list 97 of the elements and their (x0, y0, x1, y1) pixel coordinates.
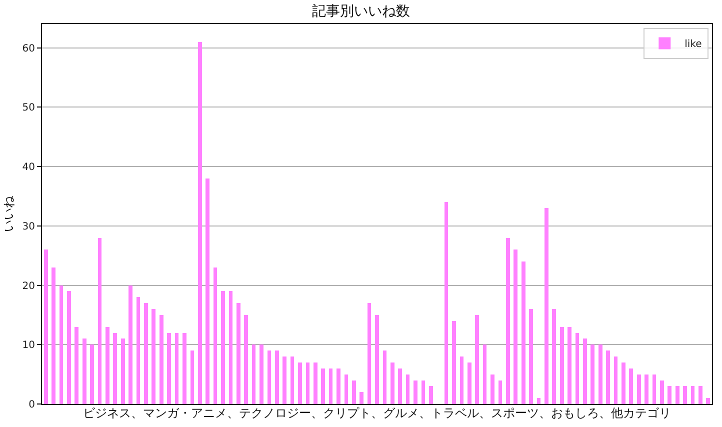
bar (74, 326, 79, 404)
bar (360, 392, 364, 404)
bar (106, 326, 110, 404)
bar (382, 350, 387, 404)
bar (82, 338, 86, 404)
bar (321, 368, 326, 404)
bar (506, 238, 510, 404)
bar (144, 303, 148, 404)
bar (344, 374, 348, 404)
bar (182, 332, 186, 404)
bar (598, 344, 602, 404)
bar (428, 386, 433, 404)
bar (606, 350, 610, 404)
bar (252, 344, 256, 404)
bar (544, 208, 548, 404)
bar (482, 344, 487, 404)
bar (120, 338, 125, 404)
bar (128, 285, 132, 404)
bar (352, 380, 356, 404)
y-tick-label: 30 (22, 221, 35, 232)
bar (221, 291, 225, 404)
bar (529, 309, 533, 404)
bar (467, 362, 472, 404)
bar (622, 362, 626, 404)
bar (67, 291, 71, 404)
bar (90, 344, 94, 404)
bar (306, 362, 310, 404)
bar (560, 326, 564, 404)
bar (206, 178, 210, 404)
bar (452, 320, 456, 404)
bar (706, 398, 710, 404)
bar (159, 314, 164, 404)
chart-title: 記事別いいね数 (312, 4, 410, 20)
y-tick-label: 60 (22, 43, 35, 54)
bar (390, 362, 394, 404)
bar (652, 374, 656, 404)
y-tick-label: 20 (22, 280, 35, 292)
bar (336, 368, 340, 404)
bar (282, 356, 287, 404)
bar (274, 350, 279, 404)
y-tick-label: 0 (28, 400, 35, 410)
bar (444, 202, 448, 404)
bar (406, 374, 410, 404)
bar (298, 362, 302, 404)
bar (367, 303, 372, 404)
bar (213, 267, 218, 404)
bar (167, 332, 171, 404)
bar (614, 356, 618, 404)
bar (590, 344, 595, 404)
bar (375, 314, 379, 404)
x-axis-title: ビジネス、マンガ・アニメ、テクノロジー、クリプト、グルメ、トラベル、スポーツ、おもしろ、他カテゴリ (83, 406, 671, 420)
bar (552, 309, 556, 404)
bar (244, 314, 248, 404)
bar (490, 374, 494, 404)
bar (152, 309, 156, 404)
bar (660, 380, 664, 404)
bar (568, 326, 572, 404)
bar (414, 380, 418, 404)
bar (683, 386, 687, 404)
bar (460, 356, 464, 404)
y-tick-label: 10 (22, 340, 35, 352)
bar (98, 238, 102, 404)
bar (644, 374, 648, 404)
bar (698, 386, 702, 404)
bar (398, 368, 402, 404)
bar (59, 285, 64, 404)
bar (629, 368, 634, 404)
bar (583, 338, 587, 404)
bar (690, 386, 695, 404)
bar (290, 356, 294, 404)
bar (52, 267, 56, 404)
bar (313, 362, 318, 404)
bar (136, 297, 140, 404)
y-axis-title: いいね (2, 195, 16, 232)
bar (536, 398, 541, 404)
bar (475, 314, 480, 404)
bar (668, 386, 672, 404)
bar (198, 42, 202, 404)
bar (521, 262, 526, 404)
legend-label: like (684, 39, 702, 50)
y-tick-label: 40 (22, 162, 35, 173)
bar (236, 303, 240, 404)
bar (328, 368, 333, 404)
bar (675, 386, 680, 404)
bar (113, 332, 118, 404)
bar (260, 344, 264, 404)
y-tick-label: 50 (22, 102, 35, 114)
bar (514, 250, 518, 404)
bar (44, 250, 48, 404)
bar (174, 332, 179, 404)
bar (498, 380, 502, 404)
bar (421, 380, 426, 404)
bar (228, 291, 233, 404)
bar (190, 350, 194, 404)
bar (267, 350, 272, 404)
bar (636, 374, 641, 404)
bar (575, 332, 580, 404)
